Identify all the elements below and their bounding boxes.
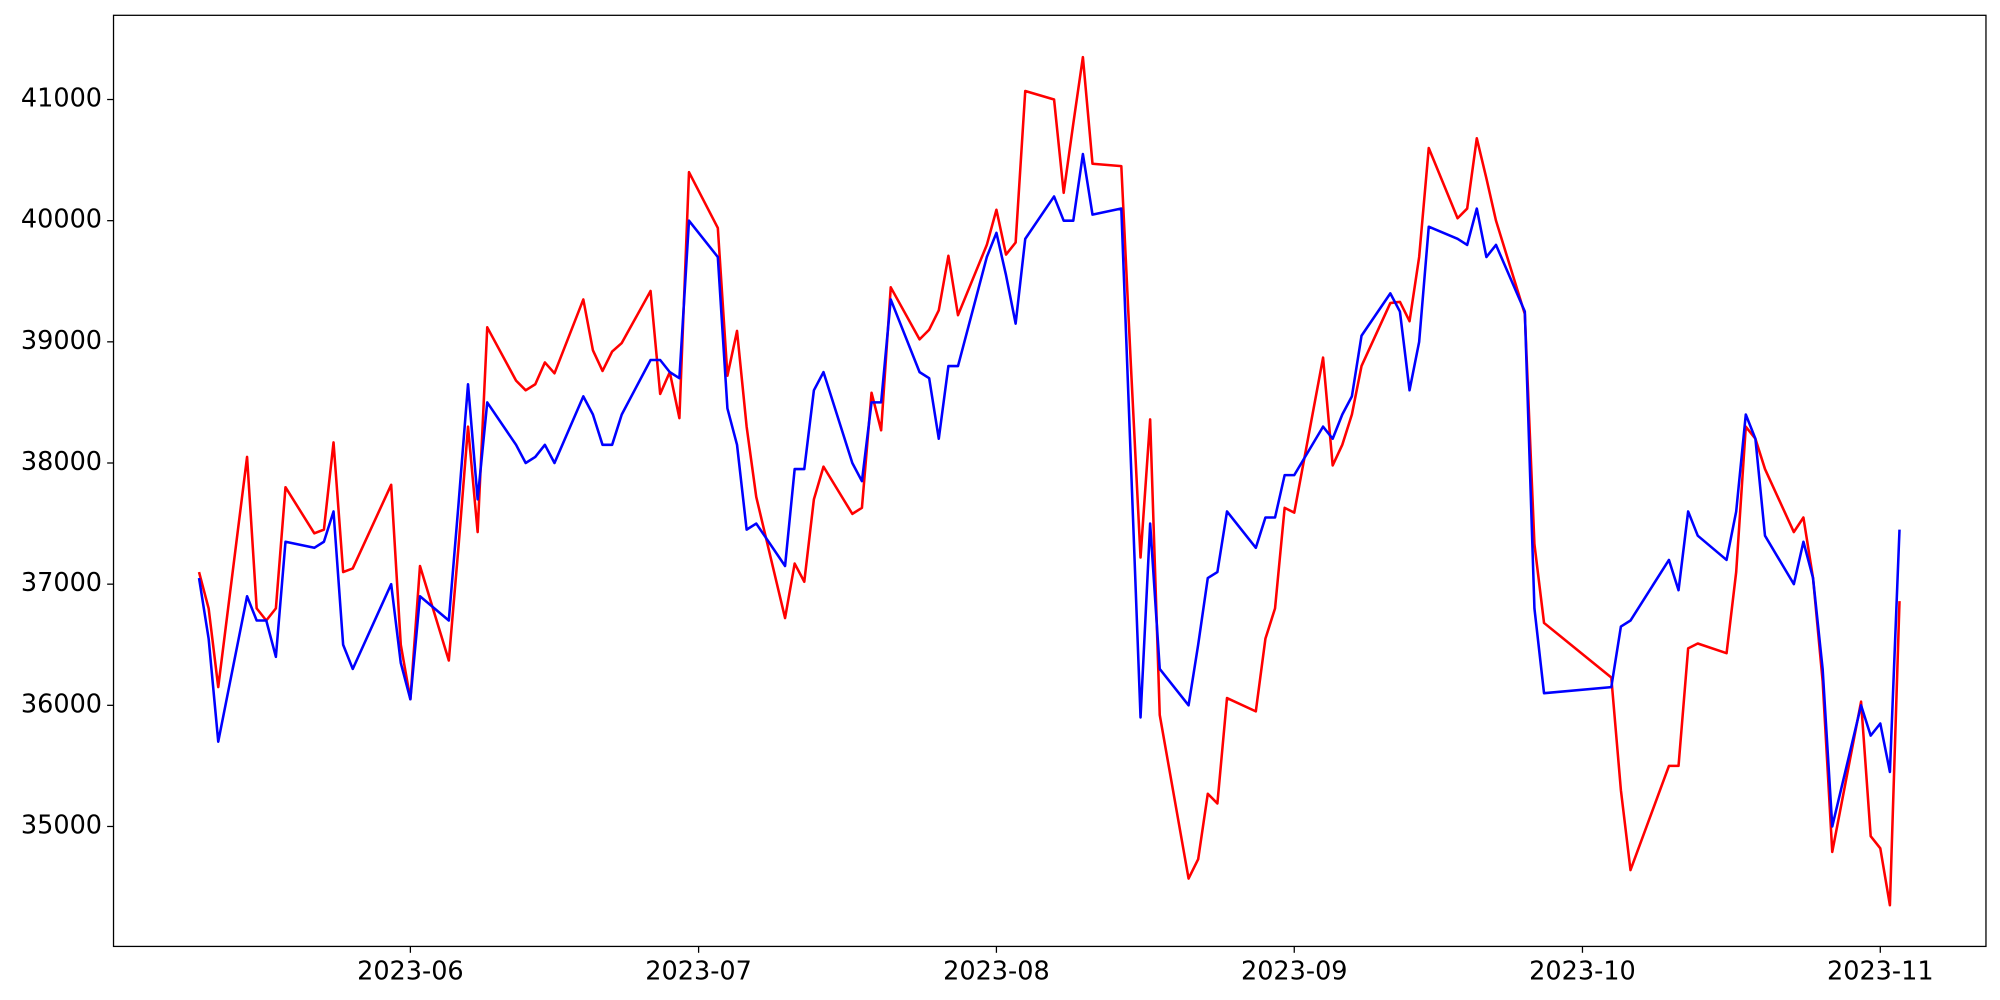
x-tick-label: 2023-07 [645, 957, 752, 987]
series-line [197, 152, 1901, 828]
y-tick-label: 37000 [21, 568, 102, 598]
plot-frame [112, 14, 1987, 948]
x-tick-label: 2023-11 [1827, 957, 1934, 987]
y-tick-label: 36000 [21, 689, 102, 719]
y-tick-label: 38000 [21, 447, 102, 477]
x-tick-label: 2023-09 [1241, 957, 1348, 987]
series-line [197, 55, 1901, 907]
y-tick-label: 40000 [21, 205, 102, 235]
x-tick-label: 2023-10 [1529, 957, 1636, 987]
y-tick-label: 35000 [21, 810, 102, 840]
x-tick-label: 2023-08 [943, 957, 1050, 987]
y-tick-label: 39000 [21, 326, 102, 356]
x-tick-label: 2023-06 [357, 957, 464, 987]
y-tick-label: 41000 [21, 84, 102, 114]
